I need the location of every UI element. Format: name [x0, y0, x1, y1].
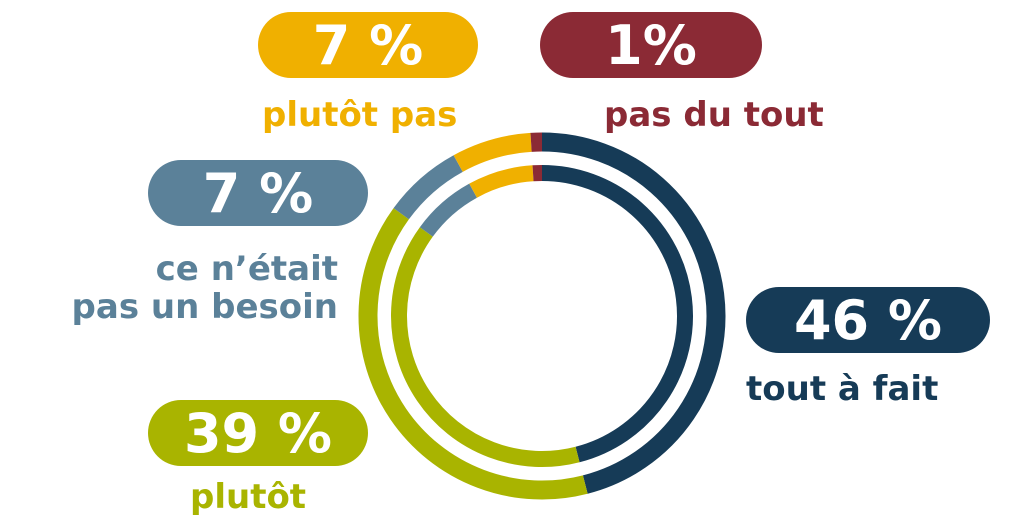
- value-pill: 46 %: [746, 287, 990, 353]
- value-pill: 1%: [540, 12, 762, 78]
- category-label: tout à fait: [746, 369, 939, 409]
- donut-segment: [391, 227, 580, 467]
- category-label: plutôt: [190, 477, 307, 517]
- value-pill: 39 %: [148, 400, 368, 466]
- donut-segment: [419, 183, 478, 237]
- donut-segment: [358, 208, 588, 500]
- donut-segment: [541, 165, 693, 463]
- donut-segment: [393, 155, 463, 220]
- value-pill: 7 %: [148, 160, 368, 226]
- donut-segment: [469, 165, 534, 198]
- category-label: pas du tout: [604, 95, 824, 135]
- donut-segment: [541, 132, 726, 494]
- donut-segment: [453, 132, 532, 172]
- category-label: ce n’était pas un besoin: [71, 249, 338, 327]
- category-label: plutôt pas: [262, 95, 458, 135]
- value-pill: 7 %: [258, 12, 478, 78]
